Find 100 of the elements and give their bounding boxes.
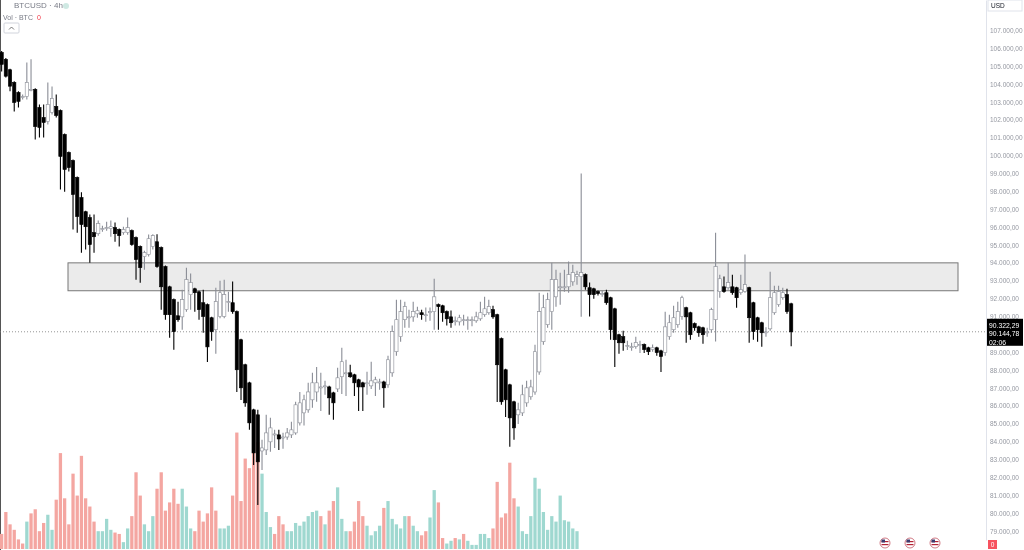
candlestick: [360, 381, 365, 412]
bar: [461, 533, 466, 549]
bar: [382, 507, 386, 549]
candlestick: [344, 359, 348, 397]
bar: [432, 490, 436, 549]
bar: [331, 501, 336, 549]
bar: [117, 533, 121, 549]
bar: [310, 512, 315, 549]
bar: [550, 516, 554, 549]
bar: [42, 522, 46, 549]
candlestick: [45, 81, 50, 125]
bar: [566, 521, 571, 549]
candlestick: [558, 272, 563, 306]
bar: [277, 516, 281, 549]
candlestick: [566, 261, 571, 294]
bar: [285, 531, 289, 549]
candlestick: [722, 276, 726, 294]
bar: [319, 516, 323, 549]
candlestick: [726, 262, 731, 291]
bar: [314, 510, 319, 549]
bar: [71, 473, 75, 549]
candlestick: [432, 278, 437, 331]
candlestick: [638, 340, 642, 354]
bar: [470, 544, 474, 549]
bar: [323, 524, 327, 549]
bar: [495, 481, 499, 549]
bar: [453, 538, 457, 549]
candlestick: [272, 429, 277, 449]
bar: [113, 532, 117, 549]
bar: [172, 488, 176, 549]
candlestick: [268, 417, 273, 453]
bar: [516, 506, 520, 549]
bar: [104, 518, 109, 549]
candlestick: [554, 269, 558, 308]
candlestick: [365, 371, 369, 396]
candlestick: [759, 321, 764, 348]
bar: [197, 510, 201, 549]
bar: [226, 525, 231, 549]
bar: [306, 516, 310, 549]
bar: [575, 531, 579, 549]
bar: [407, 516, 411, 549]
candlestick: [684, 306, 689, 344]
bar: [29, 513, 33, 549]
bar: [260, 473, 264, 549]
bar: [377, 525, 382, 549]
bar: [243, 458, 247, 549]
bar: [478, 533, 483, 549]
candlestick: [41, 103, 46, 139]
candlestick: [688, 311, 693, 341]
bar: [335, 487, 340, 549]
bar: [298, 525, 302, 549]
bar: [25, 521, 29, 549]
candlestick: [482, 296, 487, 318]
candlestick: [188, 273, 193, 311]
candlestick: [222, 279, 227, 319]
candlestick: [449, 310, 453, 329]
candlestick: [730, 274, 735, 296]
bar: [487, 538, 491, 549]
bar: [386, 501, 390, 549]
bar: [4, 512, 8, 549]
bar: [222, 528, 226, 549]
candlestick: [339, 347, 344, 395]
candlestick: [327, 385, 332, 416]
bar: [449, 540, 453, 549]
bar: [180, 488, 184, 549]
bar: [356, 501, 361, 549]
chart-title: BTCUSD · 4h: [14, 1, 63, 11]
bar: [457, 539, 462, 549]
bar: [33, 509, 37, 549]
bar: [403, 516, 407, 549]
bar: [558, 495, 562, 549]
bar: [436, 502, 441, 549]
bar: [365, 525, 369, 549]
bar: [142, 524, 147, 549]
bar: [508, 462, 512, 549]
candlestick: [0, 50, 4, 73]
candlestick: [407, 309, 411, 329]
candlestick: [570, 264, 575, 287]
bar: [134, 472, 138, 549]
candlestick: [226, 291, 231, 313]
candlestick: [470, 315, 474, 327]
bar: [46, 514, 50, 549]
bar: [125, 528, 130, 549]
bar: [209, 487, 214, 549]
bar: [482, 533, 487, 549]
bar: [419, 535, 424, 549]
bar: [79, 455, 84, 549]
candlestick: [575, 270, 579, 286]
bar: [151, 516, 155, 549]
bar: [235, 432, 239, 549]
bar: [218, 528, 222, 549]
candlestick: [436, 303, 441, 331]
candlestick: [92, 214, 96, 254]
candlestick: [478, 301, 483, 322]
bar: [533, 477, 537, 549]
bar: [159, 472, 163, 549]
candlestick: [323, 380, 327, 396]
bar: [58, 453, 63, 549]
bar: [411, 525, 415, 549]
bar: [293, 522, 298, 549]
